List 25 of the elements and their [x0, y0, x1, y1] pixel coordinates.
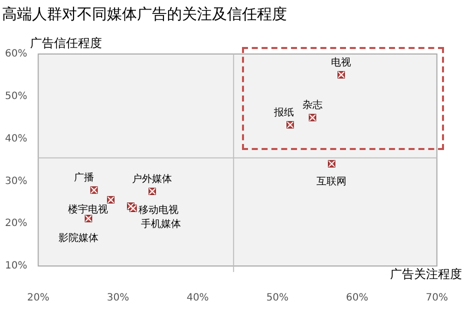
annotation: 报纸	[273, 106, 294, 118]
y-tick-label: 10%	[4, 260, 28, 272]
y-tick-label: 50%	[4, 90, 28, 102]
y-tick-label: 20%	[4, 218, 28, 230]
x-tick-label: 30%	[106, 292, 130, 304]
annotation: 广播	[74, 172, 94, 184]
annotation: 杂志	[302, 99, 323, 112]
annotation: 互联网	[316, 175, 347, 188]
x-tick-label: 40%	[186, 292, 209, 304]
chart-title: 高端人群对不同媒体广告的关注及信任程度	[2, 4, 287, 23]
annotation: 户外媒体	[132, 172, 172, 185]
annotation: 楼宇电视	[68, 203, 108, 216]
annotation: 电视	[331, 56, 352, 68]
x-tick-label: 60%	[346, 292, 368, 304]
annotation: 手机媒体	[141, 218, 182, 230]
y-tick-label: 40%	[4, 133, 28, 144]
x-tick-label: 70%	[426, 292, 448, 304]
x-tick-label: 50%	[266, 292, 289, 304]
annotation: 影院媒体	[58, 232, 98, 244]
annotation: 移动电视	[138, 204, 179, 216]
x-axis-title: 广告关注程度	[390, 267, 462, 282]
y-tick-label: 30%	[4, 176, 28, 187]
y-axis-title: 广告信任程度	[30, 36, 102, 50]
y-tick-label: 60%	[4, 48, 28, 60]
x-tick-label: 20%	[27, 292, 50, 304]
